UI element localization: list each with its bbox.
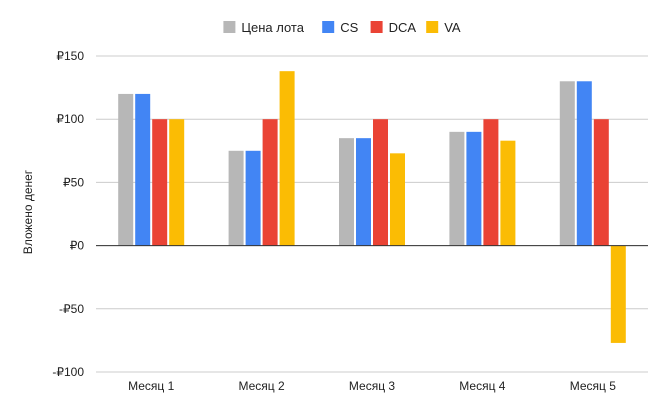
bar	[279, 71, 295, 246]
y-tick-label: ₽0	[70, 239, 85, 253]
bars	[118, 71, 626, 343]
legend-label: VA	[444, 20, 461, 35]
y-tick-labels: -₽100 -₽50 ₽0 ₽50 ₽100 ₽150	[52, 49, 84, 379]
y-tick-label: ₽50	[63, 175, 84, 189]
bar	[390, 153, 405, 246]
bar	[228, 150, 244, 246]
legend-swatch	[426, 21, 439, 33]
bar	[559, 81, 575, 246]
y-tick-label: ₽150	[56, 49, 84, 63]
x-tick-label: Месяц 4	[459, 379, 506, 393]
legend-label: CS	[340, 20, 358, 35]
x-tick-label: Месяц 2	[239, 379, 286, 393]
y-tick-label: ₽100	[56, 112, 84, 126]
bar	[500, 140, 516, 246]
x-tick-label: Месяц 5	[570, 379, 617, 393]
legend-label: Цена лота	[241, 20, 304, 35]
bar	[245, 150, 261, 246]
x-tick-label: Месяц 3	[349, 379, 396, 393]
legend: Цена лота CS DCA VA	[223, 20, 461, 35]
bar	[135, 93, 151, 246]
bar	[576, 81, 592, 246]
bar	[466, 131, 482, 246]
bar	[169, 119, 185, 246]
bar	[339, 138, 354, 246]
bar	[152, 119, 168, 246]
y-tick-label: -₽50	[59, 302, 84, 316]
bar	[373, 119, 388, 246]
bar	[483, 119, 499, 246]
bar	[118, 93, 134, 246]
x-tick-label: Месяц 1	[128, 379, 175, 393]
y-axis-label: Вложено денег	[21, 169, 35, 254]
x-tick-labels: Месяц 1 Месяц 2 Месяц 3 Месяц 4 Месяц 5	[128, 379, 616, 393]
y-tick-label: -₽100	[52, 365, 84, 379]
bar	[356, 138, 371, 246]
legend-label: DCA	[389, 20, 417, 35]
bar	[610, 245, 626, 343]
legend-swatch	[322, 21, 335, 33]
legend-swatch	[223, 21, 236, 33]
bar	[262, 119, 278, 246]
legend-swatch	[370, 21, 383, 33]
bar	[449, 131, 465, 246]
bar	[593, 119, 609, 246]
